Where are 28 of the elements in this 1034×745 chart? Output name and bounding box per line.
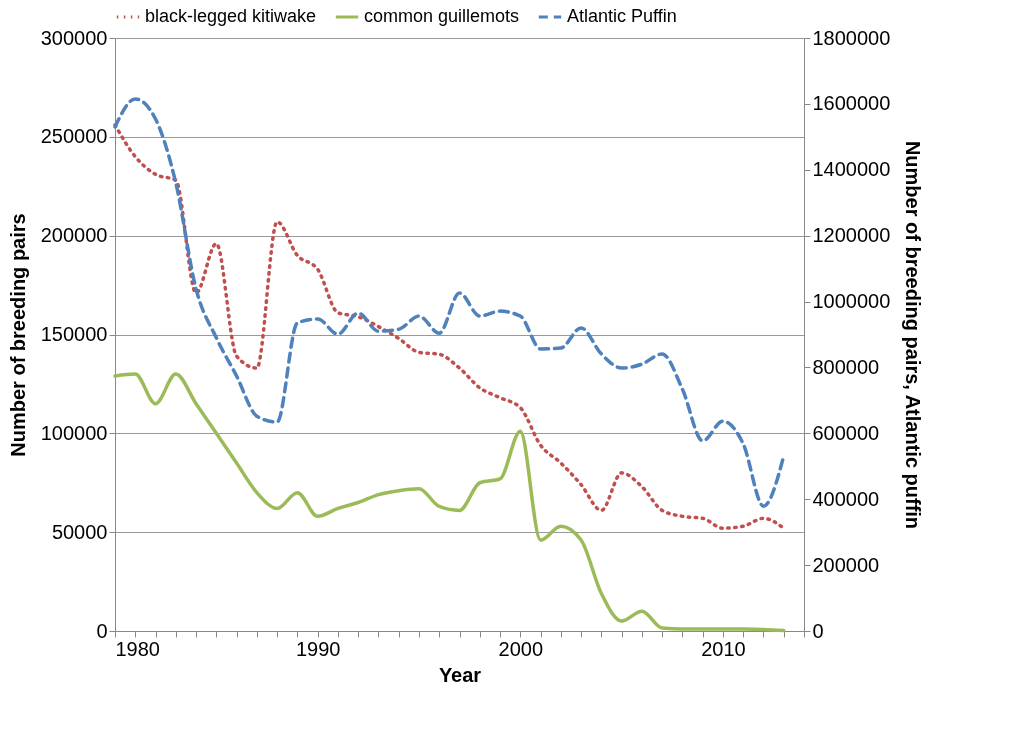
x-tick-label: 1980 [115,637,160,660]
y-axis-title: Number of breeding pairs [6,213,29,457]
y-tick-label: 150000 [40,323,108,345]
y-tick-label: 250000 [40,125,108,148]
y2-tick-label: 400000 [812,487,880,510]
legend-label: common guillemots [364,6,520,26]
y2-tick-label: 0 [812,619,824,642]
x-axis-title: Year [438,663,482,686]
line-series [113,372,786,633]
y2-tick-label: 200000 [812,553,880,576]
y-tick-label: 0 [96,619,108,642]
y-tick-label: 50000 [51,520,108,543]
y-tick-label: 100000 [40,421,108,444]
y2-axis-title: Number of breeding pairs, Atlantic puffin [902,140,925,530]
legend-label: black-legged kitiwake [145,6,317,26]
y-tick-label: 200000 [40,224,108,247]
x-tick-label: 2010 [701,637,746,660]
y2-tick-label: 1600000 [812,92,891,115]
y-tick-label: 300000 [40,26,108,49]
x-tick-label: 2000 [498,637,544,660]
y2-tick-label: 600000 [812,421,880,444]
y2-tick-label: 1200000 [812,224,891,247]
y2-tick-label: 800000 [812,355,880,378]
y2-tick-label: 1800000 [812,26,891,49]
y2-tick-label: 1400000 [812,158,891,181]
legend-label: Atlantic Puffin [567,6,677,26]
x-tick-label: 1990 [295,637,341,660]
y2-tick-label: 1000000 [812,290,891,313]
